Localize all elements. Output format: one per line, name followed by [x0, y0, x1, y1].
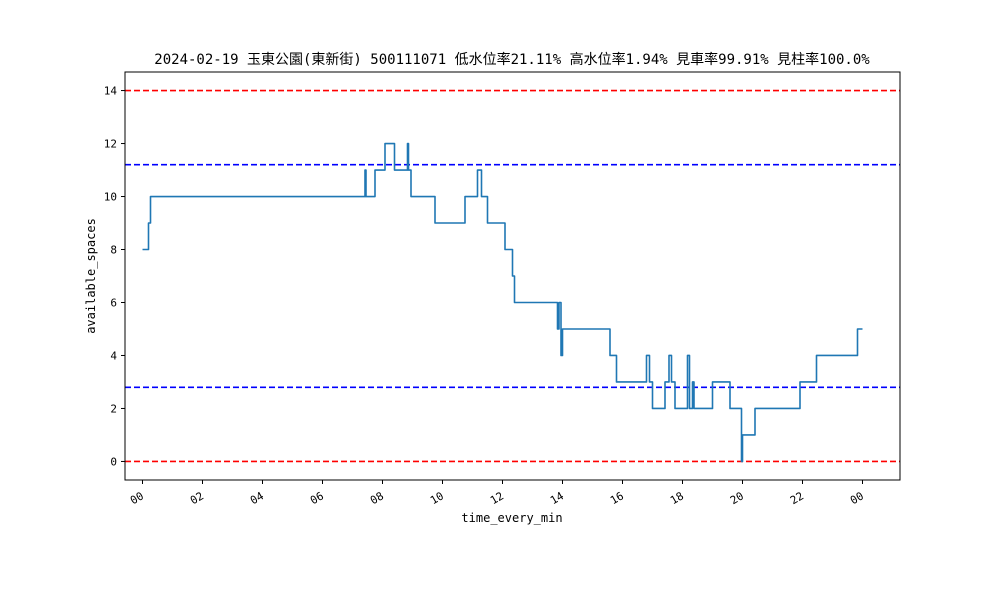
- x-tick-label: 14: [548, 489, 566, 507]
- reference-lines: [125, 89, 900, 463]
- x-tick-label: 18: [668, 489, 686, 507]
- plot-frame: [124, 71, 901, 481]
- series-line-0: [142, 142, 863, 463]
- y-tick-label: 14: [104, 85, 118, 98]
- y-tick-label: 12: [104, 138, 117, 151]
- x-tick-label: 16: [608, 489, 626, 507]
- y-axis: 0 2 4 6 8 10 12 14: [104, 85, 125, 468]
- x-tick-label: 10: [428, 489, 446, 507]
- x-tick-label: 02: [188, 489, 206, 507]
- series-group: [142, 142, 863, 463]
- chart-title: 2024-02-19 玉東公園(東新街) 500111071 低水位率21.11…: [154, 51, 870, 68]
- y-tick-label: 2: [110, 402, 117, 415]
- y-tick-label: 10: [104, 191, 117, 204]
- x-tick-label: 12: [488, 489, 506, 507]
- x-tick-label: 06: [308, 489, 326, 507]
- y-tick-label: 4: [110, 349, 117, 362]
- x-tick-label: 22: [788, 489, 806, 507]
- x-tick-label: 04: [248, 489, 266, 507]
- x-axis: 00 02 04 06 08 10 12 14 16 18 20 22 00: [128, 480, 866, 507]
- x-tick-label: 08: [368, 489, 386, 507]
- y-tick-label: 8: [110, 244, 117, 257]
- x-tick-label: 00: [848, 489, 866, 507]
- x-axis-label: time_every_min: [461, 511, 562, 525]
- x-tick-label: 20: [728, 489, 746, 507]
- x-tick-label: 00: [128, 489, 146, 507]
- y-axis-label: available_spaces: [84, 218, 98, 334]
- y-tick-label: 0: [110, 455, 117, 468]
- y-tick-label: 6: [110, 296, 117, 309]
